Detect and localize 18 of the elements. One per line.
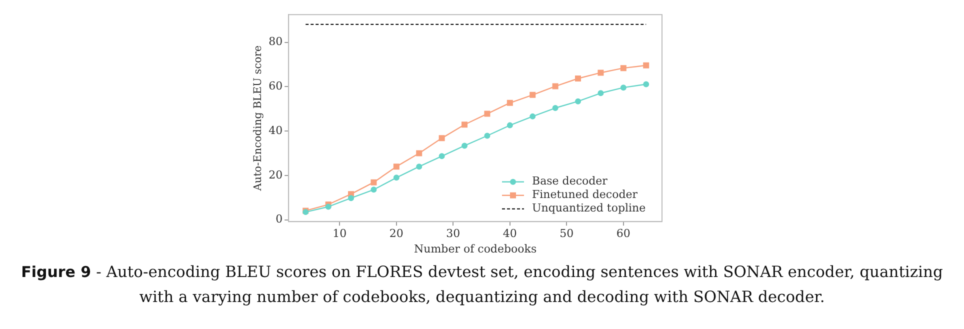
legend-label: Finetuned decoder: [532, 188, 638, 202]
text: - Auto-encoding BLEU scores on FLORES devtest set, encoding sentences with SONAR encoder, quantizing with a varying number of codebooks, dequantizing and decoding with SONAR decoder.: [96, 263, 943, 306]
x-tick-label: 40: [502, 227, 517, 240]
x-tick-label: 10: [332, 227, 347, 240]
x-tick-label: 20: [389, 227, 404, 240]
legend-label: Unquantized topline: [532, 202, 646, 215]
x-tick-label: 60: [616, 227, 630, 240]
legend-label: Base decoder: [532, 174, 608, 188]
y-tick-label: 40: [268, 124, 283, 137]
x-tick-label: 30: [446, 227, 460, 240]
y-tick-label: 60: [268, 80, 283, 93]
x-tick-label: 50: [560, 227, 574, 240]
x-axis-title: Number of codebooks: [414, 242, 537, 256]
y-tick-label: 80: [268, 35, 283, 48]
y-axis-title: Auto-Encoding BLEU score: [252, 45, 264, 192]
y-tick-label: 0: [276, 212, 283, 226]
y-tick-label: 20: [268, 168, 283, 182]
caption: Figure 9: [21, 263, 92, 281]
